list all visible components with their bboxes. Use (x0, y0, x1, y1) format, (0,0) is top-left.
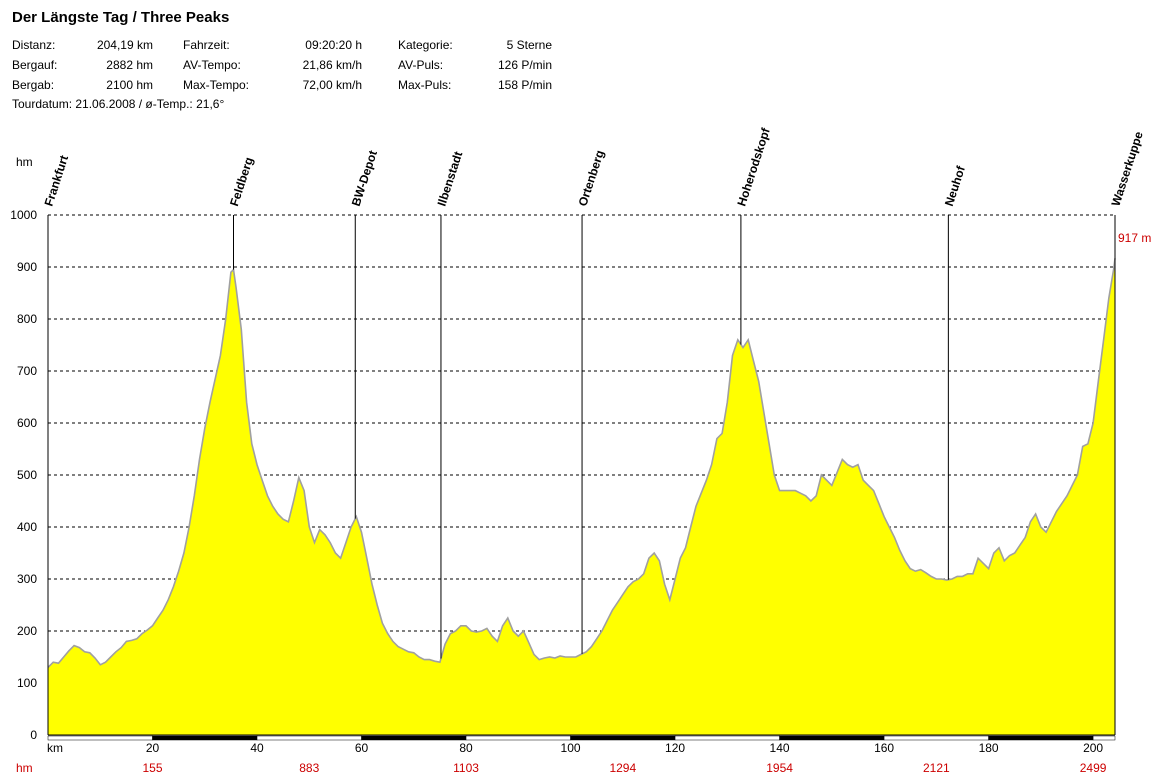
cum-climb-label: 2121 (923, 761, 950, 775)
x-tick-label: 80 (459, 741, 473, 755)
cum-climb-label: 155 (142, 761, 162, 775)
tour-date: Tourdatum: 21.06.2008 / ø-Temp.: 21,6° (12, 97, 225, 111)
x-tick-label: 60 (355, 741, 369, 755)
y-tick-label: 1000 (10, 208, 37, 222)
waypoint-label: Feldberg (227, 155, 256, 208)
stat-bergauf-label: Bergauf: (12, 58, 58, 72)
km-band-segment (883, 735, 989, 741)
stat-kategorie-value: 5 Sterne (506, 38, 552, 52)
km-band-segment (674, 735, 780, 741)
km-band-segment (1092, 735, 1116, 741)
y-tick-label: 200 (17, 624, 37, 638)
end-elevation-label: 917 m (1118, 231, 1151, 245)
x-tick-label: 160 (874, 741, 894, 755)
stat-bergab-value: 2100 hm (106, 78, 153, 92)
cum-climb-label: 1103 (453, 761, 479, 775)
stat-fahrzeit-value: 09:20:20 h (305, 38, 362, 52)
waypoint-label: Neuhof (942, 163, 968, 208)
waypoint-label: Wasserkuppe (1109, 130, 1146, 208)
km-band-segment (361, 735, 467, 741)
y-tick-label: 0 (30, 728, 37, 742)
cum-climb-label: 2499 (1080, 761, 1107, 775)
stat-bergauf-value: 2882 hm (106, 58, 153, 72)
stat-bergab-label: Bergab: (12, 78, 55, 92)
x-axis-label: km (47, 741, 63, 755)
stat-maxpuls-label: Max-Puls: (398, 78, 452, 92)
cum-climb-label: 883 (299, 761, 319, 775)
y-tick-label: 900 (17, 260, 37, 274)
km-band-segment (152, 735, 258, 741)
km-band-segment (47, 735, 153, 741)
stat-distanz-label: Distanz: (12, 38, 56, 52)
y-tick-label: 100 (17, 676, 37, 690)
stat-avtempo-value: 21,86 km/h (302, 58, 362, 72)
y-tick-label: 300 (17, 572, 37, 586)
km-band-segment (465, 735, 571, 741)
cum-climb-label: 1954 (766, 761, 793, 775)
chart-title: Der Längste Tag / Three Peaks (12, 9, 230, 26)
km-band-segment (570, 735, 676, 741)
stat-distanz-value: 204,19 km (96, 38, 153, 52)
x-tick-label: 140 (770, 741, 790, 755)
waypoint-label: Ortenberg (576, 148, 607, 208)
km-band-segment (988, 735, 1094, 741)
stat-fahrzeit-label: Fahrzeit: (183, 38, 230, 52)
x-tick-label: 100 (561, 741, 581, 755)
x-tick-label: 180 (979, 741, 999, 755)
x-tick-label: 200 (1083, 741, 1103, 755)
elevation-area (48, 258, 1115, 735)
y-tick-label: 600 (17, 416, 37, 430)
stat-maxtempo-label: Max-Tempo: (183, 78, 250, 92)
waypoint-label: Hoherodskopf (734, 125, 773, 208)
waypoint-label: BW-Depot (349, 149, 380, 208)
x-tick-label: 40 (250, 741, 264, 755)
stat-maxpuls-value: 158 P/min (497, 78, 552, 92)
cum-climb-axis-label: hm (16, 761, 33, 775)
cum-climb-label: 1294 (609, 761, 636, 775)
y-tick-label: 400 (17, 520, 37, 534)
y-axis-label: hm (16, 155, 33, 169)
stat-kategorie-label: Kategorie: (398, 38, 453, 52)
km-band-segment (779, 735, 885, 741)
y-tick-label: 800 (17, 312, 37, 326)
waypoint-label: Ilbenstadt (434, 150, 465, 208)
stat-avpuls-label: AV-Puls: (398, 58, 444, 72)
waypoint-label: Frankfurt (42, 154, 72, 208)
stat-avpuls-value: 126 P/min (497, 58, 552, 72)
stat-avtempo-label: AV-Tempo: (183, 58, 241, 72)
x-tick-label: 20 (146, 741, 160, 755)
km-band-segment (256, 735, 362, 741)
y-tick-label: 700 (17, 364, 37, 378)
y-tick-label: 500 (17, 468, 37, 482)
stat-maxtempo-value: 72,00 km/h (302, 78, 362, 92)
x-tick-label: 120 (665, 741, 685, 755)
elevation-line (47, 258, 1116, 668)
